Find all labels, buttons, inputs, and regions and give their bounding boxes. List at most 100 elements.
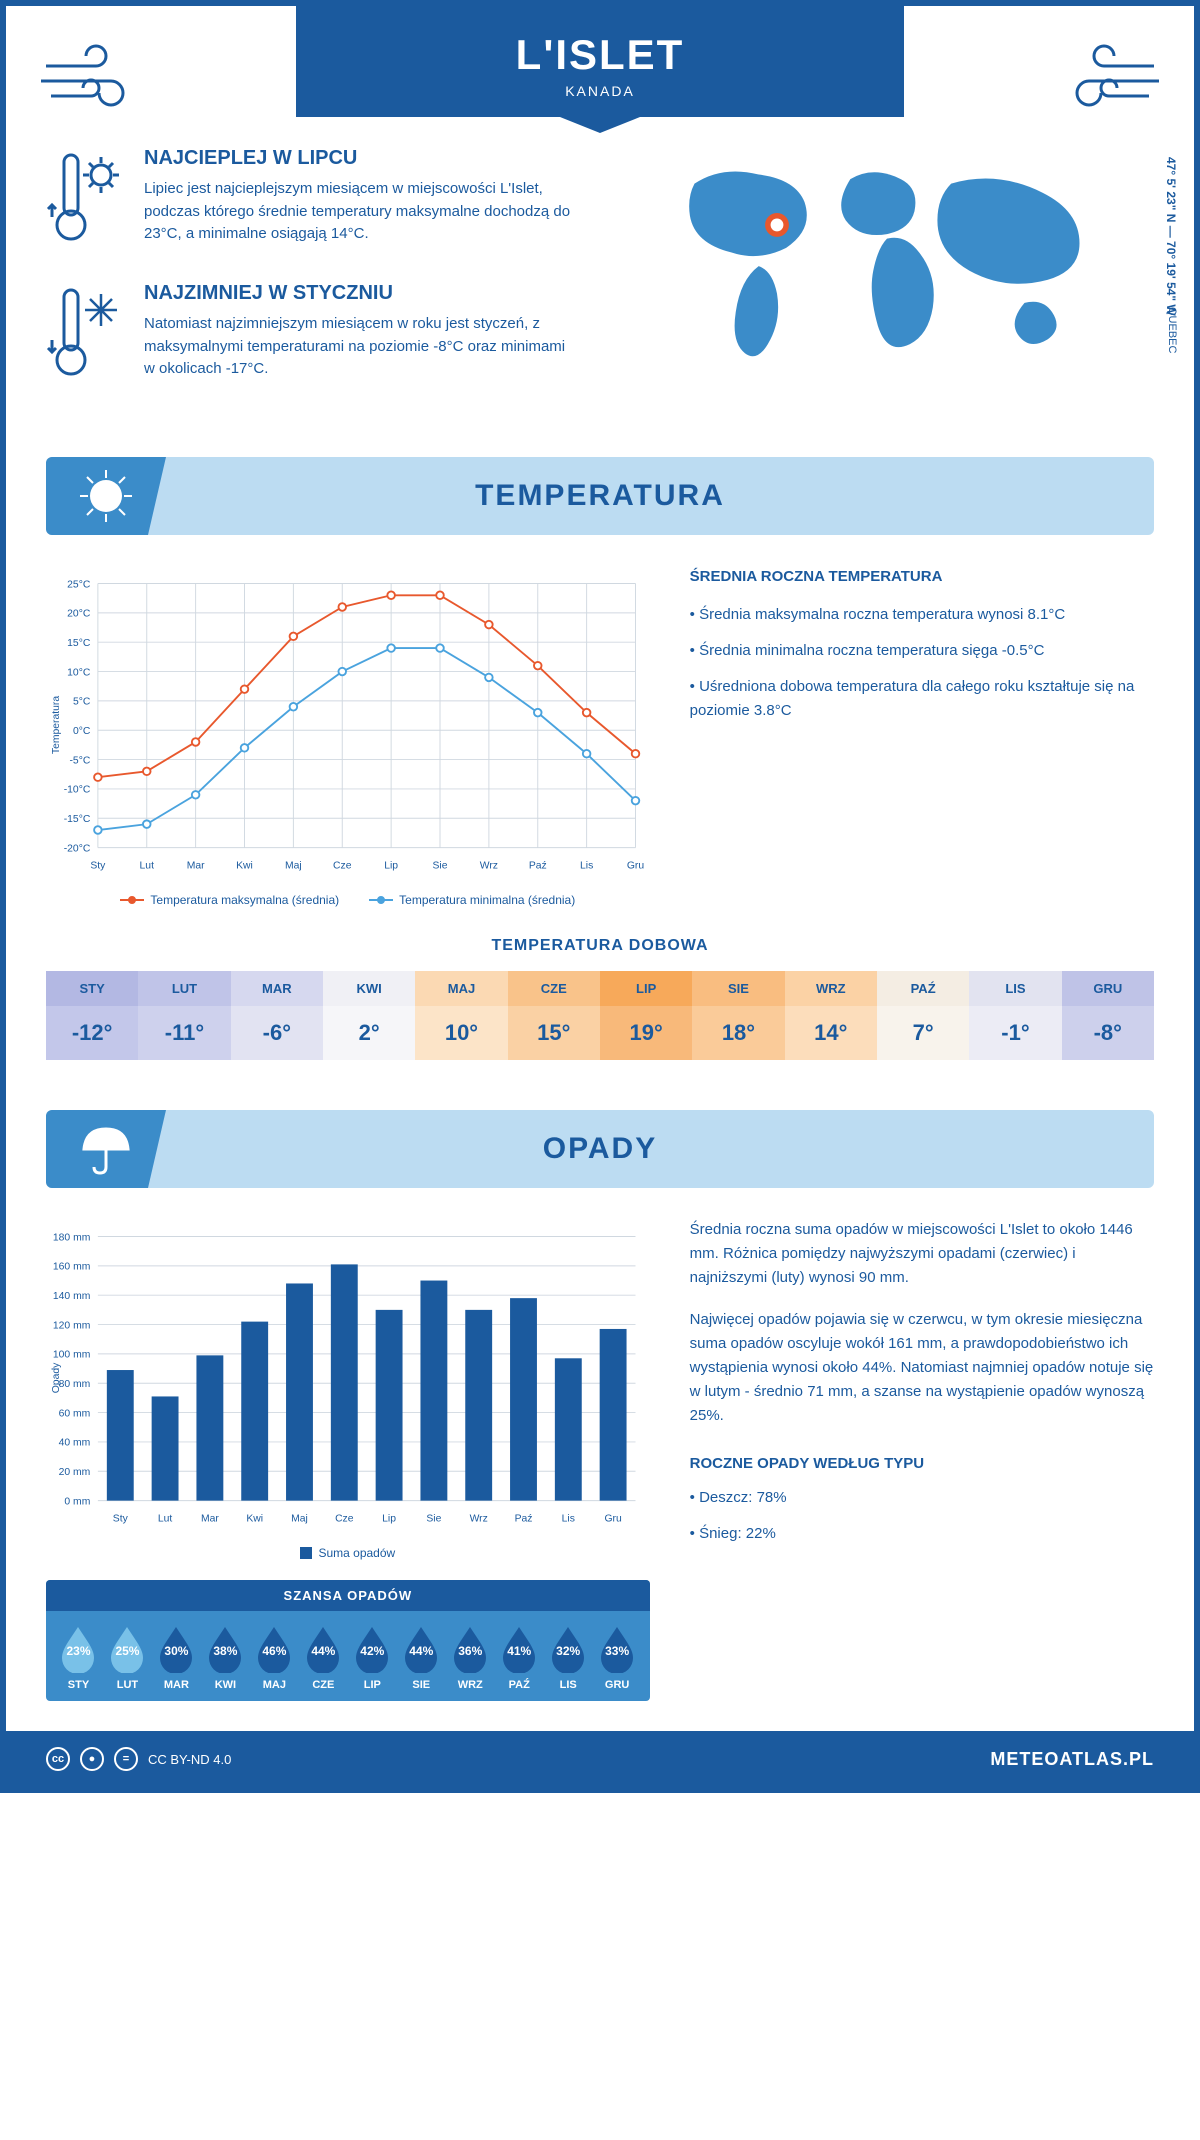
precip-text: Średnia roczna suma opadów w miejscowośc… <box>690 1218 1154 1290</box>
svg-text:80 mm: 80 mm <box>59 1379 91 1390</box>
precip-section-header: OPADY <box>46 1110 1154 1188</box>
daily-cell: STY-12° <box>46 971 138 1060</box>
svg-text:-10°C: -10°C <box>64 785 91 796</box>
chance-cell: 38%KWI <box>201 1625 250 1691</box>
cc-icon: cc <box>46 1747 70 1771</box>
daily-cell: CZE15° <box>508 971 600 1060</box>
chance-cell: 36%WRZ <box>446 1625 495 1691</box>
daily-cell: LUT-11° <box>138 971 230 1060</box>
svg-text:Maj: Maj <box>291 1513 308 1524</box>
svg-text:Paź: Paź <box>529 860 547 871</box>
svg-text:160 mm: 160 mm <box>53 1262 90 1273</box>
svg-text:Lut: Lut <box>140 860 155 871</box>
svg-text:Wrz: Wrz <box>480 860 498 871</box>
coldest-block: NAJZIMNIEJ W STYCZNIU Natomiast najzimni… <box>46 282 580 387</box>
daily-cell: GRU-8° <box>1062 971 1154 1060</box>
svg-text:-15°C: -15°C <box>64 814 91 825</box>
chance-cell: 32%LIS <box>544 1625 593 1691</box>
daily-cell: SIE18° <box>692 971 784 1060</box>
annual-temp-bullet: • Uśredniona dobowa temperatura dla całe… <box>690 675 1154 723</box>
svg-text:10°C: 10°C <box>67 667 91 678</box>
svg-text:Sty: Sty <box>113 1513 129 1524</box>
svg-text:-5°C: -5°C <box>69 755 90 766</box>
svg-text:120 mm: 120 mm <box>53 1320 90 1331</box>
world-map: 47° 5' 23" N — 70° 19' 54" W QUEBEC <box>620 147 1154 417</box>
svg-text:Wrz: Wrz <box>470 1513 488 1524</box>
chance-cell: 33%GRU <box>593 1625 642 1691</box>
svg-text:Sie: Sie <box>433 860 448 871</box>
chance-cell: 23%STY <box>54 1625 103 1691</box>
nd-icon: = <box>114 1747 138 1771</box>
svg-text:Cze: Cze <box>335 1513 354 1524</box>
svg-text:Kwi: Kwi <box>246 1513 263 1524</box>
daily-temp-title: TEMPERATURA DOBOWA <box>6 937 1194 955</box>
precip-type-title: ROCZNE OPADY WEDŁUG TYPU <box>690 1452 1154 1476</box>
svg-text:Gru: Gru <box>604 1513 622 1524</box>
svg-text:Paź: Paź <box>515 1513 533 1524</box>
chance-cell: 46%MAJ <box>250 1625 299 1691</box>
svg-text:Temperatura: Temperatura <box>51 696 62 754</box>
precip-title: OPADY <box>46 1132 1154 1166</box>
warmest-title: NAJCIEPLEJ W LIPCU <box>144 147 580 170</box>
legend-min-label: Temperatura minimalna (średnia) <box>399 893 575 907</box>
precip-type-bullet: • Deszcz: 78% <box>690 1486 1154 1510</box>
svg-text:Lut: Lut <box>158 1513 173 1524</box>
warmest-block: NAJCIEPLEJ W LIPCU Lipiec jest najcieple… <box>46 147 580 252</box>
svg-text:-20°C: -20°C <box>64 843 91 854</box>
svg-text:15°C: 15°C <box>67 638 91 649</box>
svg-text:Kwi: Kwi <box>236 860 253 871</box>
page-title: L'ISLET <box>296 31 904 79</box>
precip-bar-chart: 0 mm20 mm40 mm60 mm80 mm100 mm120 mm140 … <box>46 1218 650 1538</box>
daily-cell: PAŹ7° <box>877 971 969 1060</box>
svg-text:Maj: Maj <box>285 860 302 871</box>
sun-icon <box>46 457 166 535</box>
svg-text:25°C: 25°C <box>67 579 91 590</box>
svg-text:20 mm: 20 mm <box>59 1467 91 1478</box>
chance-cell: 42%LIP <box>348 1625 397 1691</box>
daily-cell: MAJ10° <box>415 971 507 1060</box>
svg-text:0 mm: 0 mm <box>64 1496 90 1507</box>
by-icon: ● <box>80 1747 104 1771</box>
svg-text:Opady: Opady <box>51 1362 62 1393</box>
thermometer-hot-icon <box>46 147 126 252</box>
brand-label: METEOATLAS.PL <box>990 1749 1154 1770</box>
svg-text:180 mm: 180 mm <box>53 1232 90 1243</box>
daily-cell: KWI2° <box>323 971 415 1060</box>
page-subtitle: KANADA <box>296 83 904 99</box>
license-label: CC BY-ND 4.0 <box>148 1752 231 1767</box>
temperature-line-chart: -20°C-15°C-10°C-5°C0°C5°C10°C15°C20°C25°… <box>46 565 650 885</box>
chance-box: SZANSA OPADÓW 23%STY25%LUT30%MAR38%KWI46… <box>46 1580 650 1701</box>
precip-legend-label: Suma opadów <box>318 1546 395 1560</box>
svg-text:Sty: Sty <box>90 860 106 871</box>
svg-text:Mar: Mar <box>187 860 205 871</box>
svg-text:Lis: Lis <box>562 1513 575 1524</box>
svg-text:140 mm: 140 mm <box>53 1291 90 1302</box>
annual-temp-bullet: • Średnia minimalna roczna temperatura s… <box>690 639 1154 663</box>
page-header: L'ISLET KANADA <box>296 6 904 117</box>
svg-text:Gru: Gru <box>627 860 645 871</box>
daily-cell: LIS-1° <box>969 971 1061 1060</box>
chance-cell: 44%SIE <box>397 1625 446 1691</box>
svg-text:Lip: Lip <box>384 860 398 871</box>
svg-text:100 mm: 100 mm <box>53 1350 90 1361</box>
chance-cell: 30%MAR <box>152 1625 201 1691</box>
chance-cell: 25%LUT <box>103 1625 152 1691</box>
svg-text:5°C: 5°C <box>73 697 91 708</box>
annual-temp-bullet: • Średnia maksymalna roczna temperatura … <box>690 603 1154 627</box>
warmest-text: Lipiec jest najcieplejszym miesiącem w m… <box>144 178 580 246</box>
wind-deco-right-icon <box>1044 36 1164 116</box>
svg-text:Sie: Sie <box>426 1513 441 1524</box>
annual-temp-title: ŚREDNIA ROCZNA TEMPERATURA <box>690 565 1154 589</box>
daily-cell: WRZ14° <box>785 971 877 1060</box>
svg-text:Lis: Lis <box>580 860 593 871</box>
precip-type-bullet: • Śnieg: 22% <box>690 1522 1154 1546</box>
coordinates-label: 47° 5' 23" N — 70° 19' 54" W <box>1164 157 1178 316</box>
svg-text:40 mm: 40 mm <box>59 1438 91 1449</box>
precip-legend: Suma opadów <box>46 1546 650 1560</box>
legend-max-label: Temperatura maksymalna (średnia) <box>150 893 339 907</box>
chance-cell: 44%CZE <box>299 1625 348 1691</box>
temperature-section-header: TEMPERATURA <box>46 457 1154 535</box>
wind-deco-left-icon <box>36 36 156 116</box>
svg-text:Mar: Mar <box>201 1513 219 1524</box>
thermometer-cold-icon <box>46 282 126 387</box>
